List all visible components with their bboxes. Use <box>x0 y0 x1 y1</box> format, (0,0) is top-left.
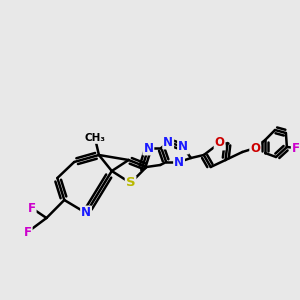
Text: N: N <box>174 155 184 169</box>
Text: F: F <box>28 202 36 214</box>
Text: O: O <box>214 136 225 149</box>
Text: CH₃: CH₃ <box>85 133 106 143</box>
Text: F: F <box>24 226 32 238</box>
Text: N: N <box>143 142 153 154</box>
Text: S: S <box>126 176 135 190</box>
Text: N: N <box>81 206 91 220</box>
Text: N: N <box>178 140 188 154</box>
Text: N: N <box>163 136 173 148</box>
Text: O: O <box>250 142 260 154</box>
Text: F: F <box>292 142 300 154</box>
